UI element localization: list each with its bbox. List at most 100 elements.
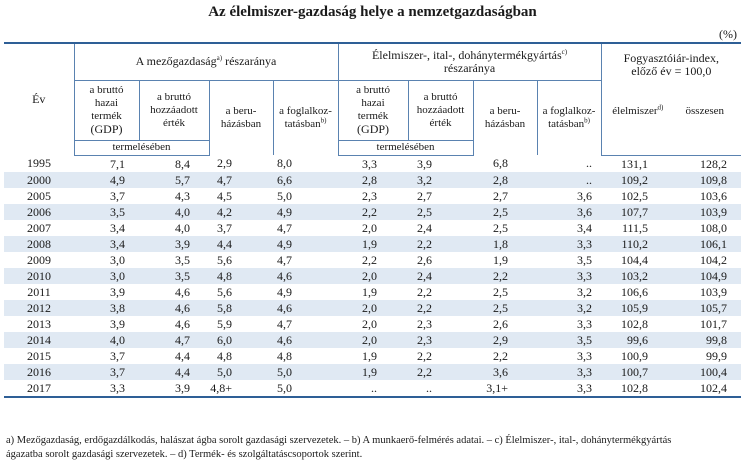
table-row: 2017 3,3 3,9 4,8+ 5,0.... 3,1+ 3,3 102,8 102,4: [4, 379, 742, 398]
header-group-food-industry: Élelmiszer-, ital-, dohánytermékgyártásc…: [337, 42, 602, 80]
value-cell: 4,8: [217, 348, 232, 363]
year-cell: 2000: [4, 171, 74, 188]
value-cell: 104,9: [669, 267, 742, 284]
value-cell: 4,0: [74, 331, 139, 348]
value-cell: 2,0: [338, 299, 409, 316]
value-cell: 102,4: [669, 379, 742, 398]
value-cell: 104,4: [621, 252, 649, 267]
header-cpi-spacer: [600, 140, 742, 156]
header-cpi-sub: élelmiszerd) összesen: [602, 104, 742, 118]
header-agri-gdp: a bruttó hazai termék (GDP): [73, 79, 139, 140]
value-cell: 102,8: [601, 379, 670, 398]
value-cell: 99,8: [669, 331, 742, 348]
value-cell: 1,9: [493, 252, 509, 267]
table-row: 2006 3,5 4,0 4,2 4,9 2,2 2,5 2,5 3,6 107,7 103,9: [4, 203, 742, 220]
header-group-agriculture-text: A mezőgazdaság: [135, 54, 217, 69]
header-group-cpi: Fogyasztóiár-index, előző év = 100,0 élelm…: [600, 42, 742, 140]
table-row: 2013 3,9 4,6 5,9 4,7 2,0 2,3 2,6 3,3 102,8 101,7: [4, 316, 741, 332]
value-cell: 104,2: [700, 252, 728, 267]
value-cell: 1,9: [362, 284, 378, 299]
value-cell: 3,6: [537, 203, 602, 220]
value-cell: 3,9: [110, 284, 125, 299]
value-cell: 3,5: [577, 252, 593, 267]
value-cell: 7,1: [110, 156, 125, 171]
value-cell: 4,8: [209, 267, 273, 284]
header-group-agriculture-tail: részaránya: [222, 54, 277, 69]
value-cell: 4,4: [175, 348, 190, 363]
value-cell: 4,6: [175, 316, 190, 331]
footnote-ref-c: c): [561, 47, 568, 56]
header-row-columns: a bruttó hazai termék (GDP) a bruttó hozzáad…: [4, 79, 741, 155]
year-cell: 2017: [4, 379, 74, 398]
header-food-gdp: a bruttó hazai termék (GDP): [337, 79, 409, 140]
year-cell: 2016: [4, 363, 74, 380]
value-cell: 6,0: [209, 331, 273, 348]
value-cell: 3,9: [417, 156, 433, 171]
value-cell: 3,3: [537, 363, 602, 380]
value-cell: 4,7: [277, 220, 293, 235]
value-cell: 2,6: [493, 316, 509, 331]
value-cell: 2,5: [408, 203, 474, 220]
value-cell: 3,7: [110, 348, 125, 363]
header-cpi-line2: előző év = 100,0: [631, 64, 712, 78]
year-cell: 2005: [27, 188, 51, 203]
value-cell: 2,5: [493, 220, 509, 235]
value-cell: 4,5: [217, 188, 232, 203]
value-cell: 3,0: [74, 267, 139, 284]
value-cell: 103,6: [700, 188, 728, 203]
value-cell: 2,0: [362, 220, 378, 235]
value-cell: 107,7: [601, 203, 670, 220]
year-cell: 2012: [4, 299, 74, 316]
value-cell: 2,2: [473, 267, 538, 284]
header-row-groups: Év A mezőgazdasága) részaránya Élelmisze…: [4, 42, 742, 155]
value-cell: 8,0: [277, 156, 293, 171]
value-cell: 2,7: [493, 188, 509, 203]
value-cell: 105,7: [669, 299, 742, 316]
value-cell: 5,7: [139, 171, 209, 188]
value-cell: 2,2: [408, 299, 474, 316]
value-cell: ..: [338, 379, 409, 398]
value-cell: 2,9: [217, 156, 232, 171]
value-cell: 4,0: [139, 203, 209, 220]
value-cell: 2,4: [417, 220, 433, 235]
year-cell: 2006: [4, 203, 74, 220]
value-cell: 103,9: [669, 203, 742, 220]
year-cell: 1995: [27, 156, 51, 171]
value-cell: 1,9: [338, 363, 409, 380]
value-cell: 103,9: [700, 284, 728, 299]
value-cell: 4,7: [139, 331, 209, 348]
value-cell: 3,3: [537, 267, 602, 284]
value-cell: 2,3: [362, 188, 378, 203]
value-cell: 128,2: [700, 156, 728, 171]
value-cell: 102,5: [621, 188, 649, 203]
value-cell: 3,9: [110, 316, 125, 331]
value-cell: 2,3: [417, 316, 433, 331]
value-cell: 5,6: [217, 252, 232, 267]
table-row: 2000 4,9 5,7 4,7 6,6 2,8 3,2 2,8.. 109,2 109,8: [4, 171, 742, 188]
value-cell: 4,6: [175, 284, 190, 299]
value-cell: 3,3: [74, 379, 139, 398]
value-cell: 3,7: [110, 188, 125, 203]
value-cell: 3,4: [74, 235, 139, 252]
value-cell: 2,2: [417, 284, 433, 299]
table-row: 2005 3,7 4,3 4,5 5,0 2,3 2,7 2,7 3,6 102,5 103,6: [4, 188, 741, 204]
value-cell: 5,0: [273, 379, 339, 398]
value-cell: 3,3: [577, 348, 593, 363]
value-cell: 2,8: [338, 171, 409, 188]
footnote-line-1: a) Mezőgazdaság, erdőgazdálkodás, halász…: [6, 435, 672, 446]
header-food-employment: a foglalkoz-tatásbanb): [536, 79, 602, 155]
value-cell: 2,2: [338, 203, 409, 220]
value-cell: 3,0: [110, 252, 125, 267]
value-cell: 4,9: [273, 235, 339, 252]
value-cell: 3,2: [408, 171, 474, 188]
header-agri-gva: a bruttó hozzáadott érték: [138, 79, 209, 140]
value-cell: 3,5: [139, 267, 209, 284]
value-cell: 3,7: [217, 220, 232, 235]
value-cell: 2,0: [362, 316, 378, 331]
header-group-agriculture: A mezőgazdasága) részaránya: [73, 42, 339, 80]
value-cell: 4,9: [273, 203, 339, 220]
value-cell: 4,2: [209, 203, 273, 220]
table-row: 2007 3,4 4,0 3,7 4,7 2,0 2,4 2,5 3,4 111,5 108,0: [4, 220, 741, 236]
value-cell: 3,2: [537, 299, 602, 316]
value-cell: 2,5: [473, 203, 538, 220]
